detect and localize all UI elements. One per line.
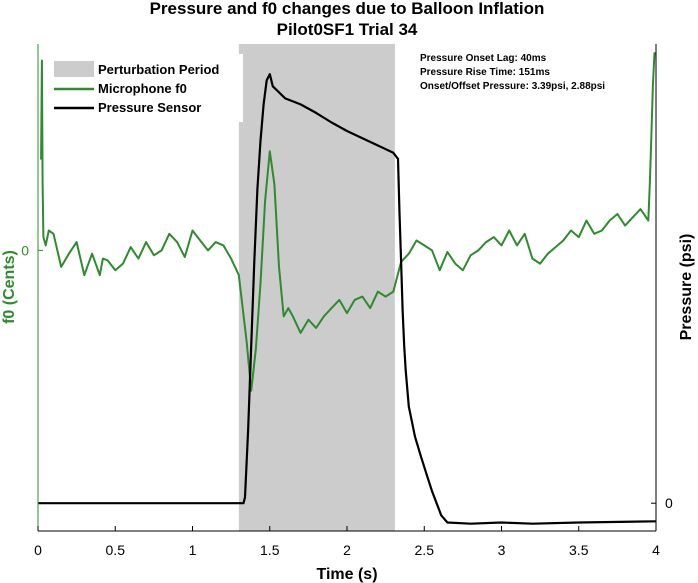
x-tick-label: 2 (343, 542, 351, 558)
tick-group: 0 0.5 1 1.5 2 2.5 3 3.5 4 0 0 (21, 242, 673, 558)
right-y-axis-label: Pressure (psi) (678, 234, 695, 341)
left-y-axis-label: f0 (Cents) (1, 250, 18, 324)
legend-label-microphone-f0: Microphone f0 (98, 81, 187, 96)
chart-subtitle: Pilot0SF1 Trial 34 (277, 20, 418, 39)
x-tick-label: 0.5 (106, 542, 126, 558)
legend: Perturbation Period Microphone f0 Pressu… (46, 54, 243, 122)
legend-label-pressure-sensor: Pressure Sensor (98, 100, 201, 115)
annotation-rise-time: Pressure Rise Time: 151ms (420, 67, 550, 78)
legend-swatch-perturbation-period (54, 61, 94, 77)
x-tick-label: 0 (34, 542, 42, 558)
series-line-microphone-f0 (40, 52, 656, 392)
series-line-pressure-sensor (38, 73, 657, 525)
x-tick-label: 2.5 (415, 542, 435, 558)
legend-label-perturbation-period: Perturbation Period (98, 62, 219, 77)
x-tick-label: 1.5 (260, 542, 280, 558)
x-tick-label: 3.5 (569, 542, 589, 558)
x-tick-label: 3 (498, 542, 506, 558)
annotation-box: Pressure Onset Lag: 40ms Pressure Rise T… (420, 53, 605, 92)
plot-area (37, 44, 657, 532)
right-y-tick-label: 0 (665, 495, 673, 511)
perturbation-period-region (238, 44, 395, 531)
x-tick-label: 4 (652, 542, 660, 558)
chart-title: Pressure and f0 changes due to Balloon I… (150, 0, 545, 18)
x-axis-label: Time (s) (316, 566, 377, 583)
annotation-onset-offset-pressure: Onset/Offset Pressure: 3.39psi, 2.88psi (420, 81, 605, 92)
x-tick-label: 1 (189, 542, 197, 558)
annotation-onset-lag: Pressure Onset Lag: 40ms (420, 53, 547, 64)
left-y-tick-label: 0 (21, 242, 29, 258)
